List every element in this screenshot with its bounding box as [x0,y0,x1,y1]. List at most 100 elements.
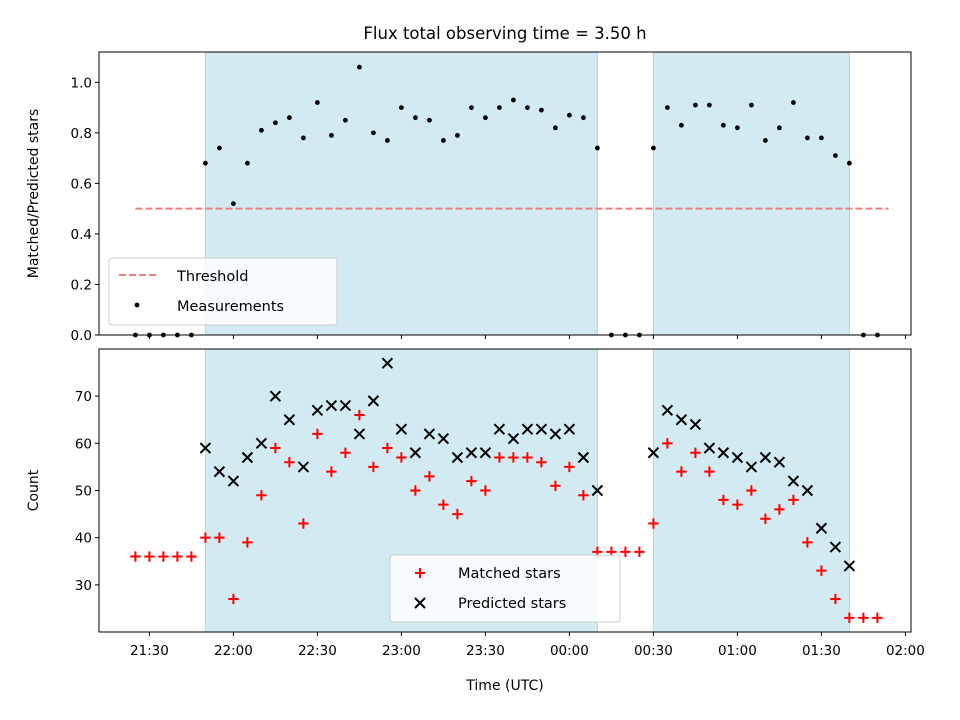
predicted-star-point [675,414,688,426]
x-tick-label: 01:30 [802,643,841,659]
matched-star-point [732,499,743,510]
measurement-point [679,122,684,128]
matched-star-point [858,612,869,624]
measurement-point [469,105,474,110]
predicted-star-point [297,461,310,473]
measurement-point [371,130,376,136]
x-axis-label: Time (UTC) [465,678,543,694]
predicted-star-point [409,447,422,459]
matched-star-point [746,485,757,496]
predicted-star-point [591,484,604,497]
predicted-star-point [311,404,324,417]
measurement-point [441,138,446,143]
x-tick-label: 21:30 [130,643,169,659]
measurement-point [301,135,306,141]
matched-star-point [648,518,659,529]
predicted-star-point [423,428,436,440]
x-tick-label: 01:00 [718,643,757,659]
matched-star-point [522,452,533,463]
predicted-star-point [339,399,352,412]
matched-star-point [844,612,855,624]
predicted-star-point [241,451,254,464]
predicted-star-point [745,461,758,473]
x-tick-label: 23:30 [466,643,505,659]
measurement-point [525,105,530,110]
predicted-star-point [255,437,268,450]
matched-star-point [788,494,799,506]
predicted-star-point [227,475,240,487]
x-tick-label: 22:00 [214,643,253,659]
measurement-point [707,102,712,108]
predicted-star-point [801,484,814,497]
matched-star-point [830,593,841,605]
measurement-point [217,145,222,151]
legend-matched-label: Matched stars [458,566,561,582]
predicted-star-point [563,423,576,435]
predicted-star-point [269,390,282,402]
measurement-point [539,107,544,113]
x-tick-label: 23:00 [382,643,421,659]
axes-frame [98,51,912,336]
matched-star-point [480,485,491,496]
measurement-point [497,105,502,110]
matched-star-point [676,466,687,477]
predicted-star-point [283,414,296,426]
matched-star-point [396,452,407,463]
measurement-point [259,127,264,133]
matched-star-point [144,551,155,562]
measurement-point [427,117,432,123]
matched-star-point [130,551,141,562]
measurement-point [777,125,782,131]
measurement-point [511,97,516,103]
measurement-point [819,135,824,141]
measurement-point [595,145,600,151]
measurement-point [833,153,838,158]
matched-star-point [550,480,561,491]
measurement-point [231,201,236,207]
y-tick-label: 0.4 [71,227,92,243]
legend-predicted-label: Predicted stars [458,596,566,612]
measurement-point [329,132,334,138]
measurement-point [399,105,404,110]
matched-star-point [620,546,631,558]
matched-star-point [536,457,547,468]
matched-star-point [424,471,435,482]
x-tick-label: 22:30 [298,643,337,659]
matched-star-point [802,537,813,548]
measurement-point [763,138,768,143]
predicted-star-point [577,451,590,464]
measurement-point [665,105,670,110]
matched-star-point [242,537,253,548]
matched-star-point [312,428,323,440]
matched-star-point [508,452,519,463]
shaded-interval [653,52,850,335]
predicted-star-point [367,395,380,407]
measurement-point [203,160,208,166]
matched-star-point [760,513,771,524]
bottom-panel: 30 40 50 60 70 21:30 22:00 22:30 23:00 23:30 00:00… [26,348,925,694]
matched-star-point [774,504,785,515]
predicted-star-point [325,399,338,412]
measurement-point [287,115,292,121]
chart-title: Flux total observing time = 3.50 h [363,24,646,43]
legend-measurements-label: Measurements [177,299,284,315]
measurement-point [413,115,418,121]
predicted-star-point [843,560,856,572]
measurement-point [455,132,460,138]
matched-star-point [326,466,337,477]
measurement-point [315,100,320,105]
matched-star-point [466,475,477,487]
matched-star-point [578,490,589,501]
predicted-star-point [353,428,366,440]
matched-star-point [172,551,183,562]
predicted-star-point [773,456,786,468]
matched-star-point [494,452,505,463]
measurement-point [553,125,558,131]
predicted-star-point [661,404,674,417]
measurement-point [805,135,810,141]
x-tick-label: 02:00 [886,643,925,659]
matched-star-point [718,494,729,506]
measurement-point [749,102,754,108]
y-axis-label: Count [26,469,42,511]
